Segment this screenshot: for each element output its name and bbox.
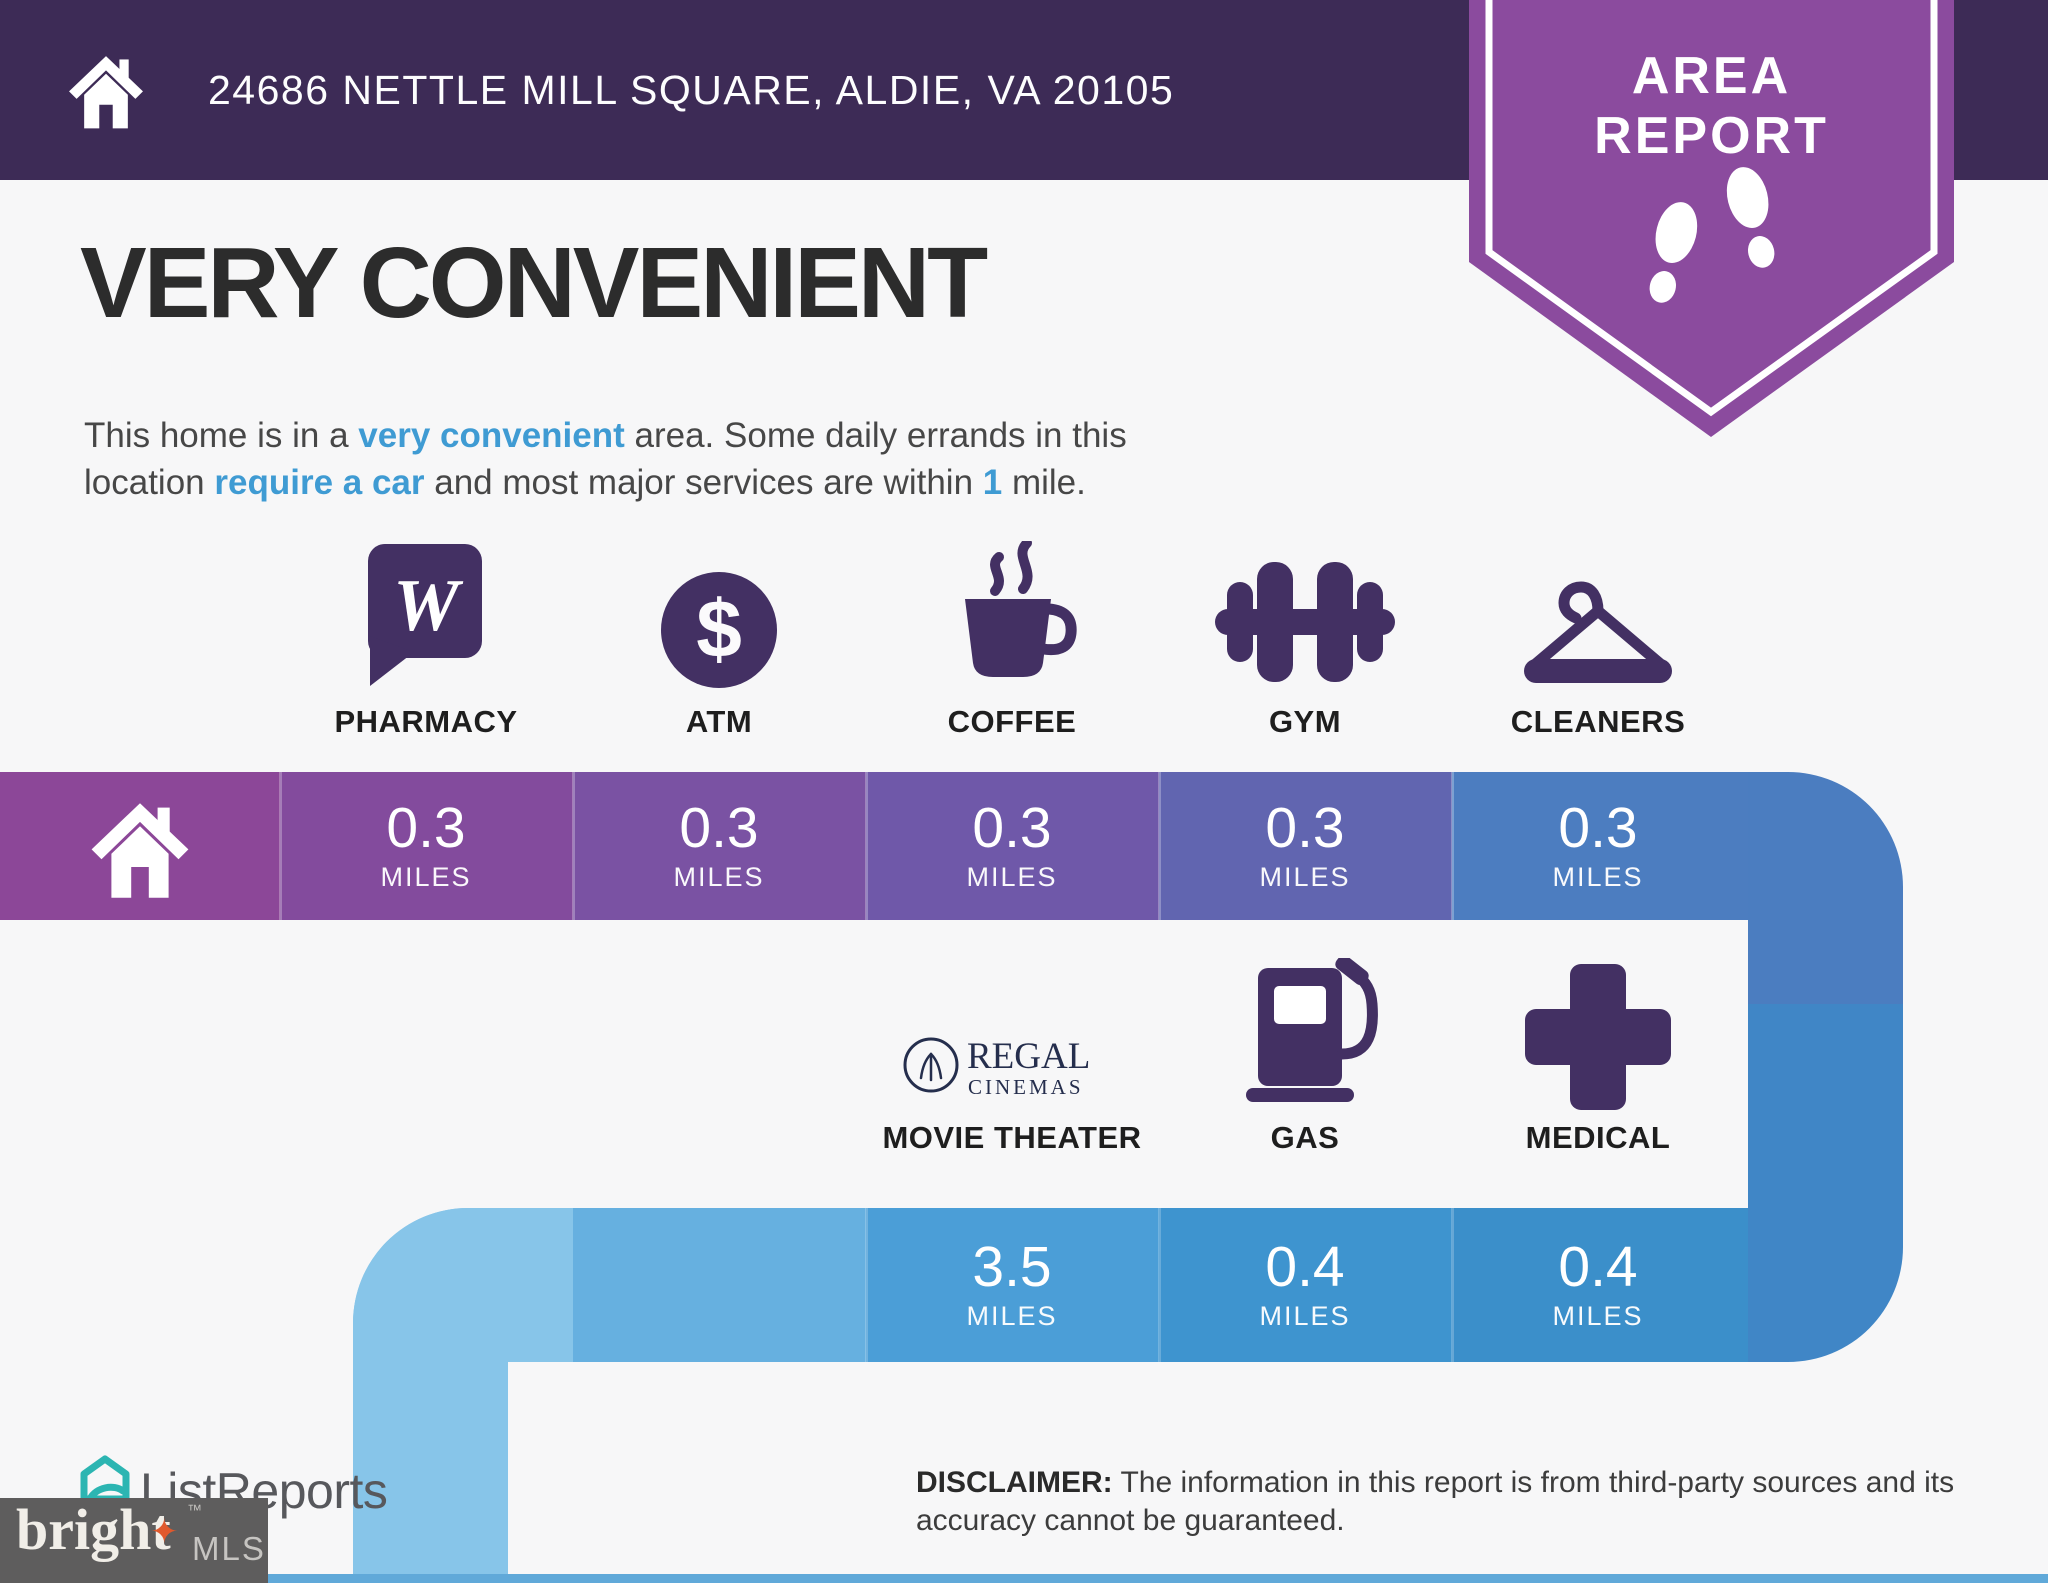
distance-cell-atm: 0.3 MILES (572, 772, 866, 920)
pharmacy-icon-cell: W (279, 533, 573, 693)
distance-value: 0.4 (1265, 1234, 1345, 1299)
cleaners-icon-cell (1451, 533, 1745, 693)
atm-icon: $ (661, 572, 777, 688)
place-label-gym: GYM (1268, 704, 1342, 739)
disclaimer-label: DISCLAIMER: (916, 1466, 1113, 1499)
cinemas-text: CINEMAS (968, 1075, 1084, 1099)
distance-value: 0.3 (679, 795, 759, 860)
place-label-pharmacy: PHARMACY (334, 704, 518, 739)
desc-text: This home is in a (84, 416, 359, 455)
badge-title-line1: AREA (1631, 47, 1792, 105)
desc-highlight-very-convenient: very convenient (358, 416, 625, 455)
distance-value: 0.3 (1558, 795, 1638, 860)
distance-cell-cleaners: 0.3 MILES (1451, 772, 1745, 920)
coffee-icon (965, 541, 1077, 677)
distance-value: 0.4 (1558, 1234, 1638, 1299)
place-label-atm: ATM (685, 704, 753, 739)
page-title: VERY CONVENIENT (80, 227, 988, 339)
property-address: 24686 NETTLE MILL SQUARE, ALDIE, VA 2010… (208, 66, 1175, 113)
distance-unit: MILES (673, 862, 765, 893)
gas-icon-cell (1158, 958, 1452, 1110)
walgreens-w-glyph: W (393, 565, 464, 647)
distance-unit: MILES (380, 862, 472, 893)
bright-wordmark: bright (16, 1497, 171, 1562)
place-label-cleaners: CLEANERS (1510, 704, 1686, 739)
distance-unit: MILES (1259, 862, 1351, 893)
dollar-glyph: $ (696, 584, 742, 675)
distance-unit: MILES (1552, 1301, 1644, 1332)
bottom-edge-strip (0, 1574, 2048, 1583)
home-icon (91, 803, 189, 898)
coffee-icon-cell (865, 533, 1159, 693)
distance-unit: MILES (966, 862, 1058, 893)
regal-cinemas-logo: REGAL CINEMAS (903, 1036, 1090, 1099)
distance-cell-pharmacy: 0.3 MILES (279, 772, 573, 920)
distance-unit: MILES (1552, 862, 1644, 893)
bright-mls-logo: bright ✦ ™ MLS (0, 1497, 268, 1583)
movie-theater-icon-cell: REGAL CINEMAS (865, 958, 1159, 1110)
distance-unit: MILES (966, 1301, 1058, 1332)
distance-cell-gym: 0.3 MILES (1158, 772, 1452, 920)
desc-text: location (84, 462, 215, 502)
place-label-gas: GAS (1270, 1120, 1340, 1155)
footprints-icon (1649, 167, 1775, 303)
disclaimer-text: The information in this report is from t… (916, 1466, 1955, 1538)
medical-icon-cell (1451, 958, 1745, 1110)
desc-text: area. Some daily errands in this (624, 416, 1127, 455)
mls-text: MLS (192, 1530, 266, 1567)
area-description: This home is in a very convenient area. … (84, 413, 1264, 507)
regal-text: REGAL (967, 1036, 1090, 1077)
desc-text: mile. (1002, 462, 1086, 502)
disclaimer: DISCLAIMER: The information in this repo… (916, 1464, 2006, 1541)
distance-value: 0.3 (972, 795, 1052, 860)
trademark-symbol: ™ (187, 1502, 202, 1519)
distance-cell-gas: 0.4 MILES (1158, 1208, 1452, 1362)
cleaners-hanger-icon (1524, 581, 1672, 683)
medical-cross-icon (1525, 964, 1671, 1110)
distance-value: 0.3 (386, 795, 466, 860)
star-icon: ✦ (150, 1513, 179, 1551)
place-label-movie-theater: MOVIE THEATER (882, 1120, 1142, 1155)
gym-dumbbell-icon (1215, 562, 1395, 682)
badge-title-line2: REPORT (1594, 107, 1829, 165)
area-report-badge (1469, 0, 1954, 437)
distance-cell-coffee: 0.3 MILES (865, 772, 1159, 920)
distance-cell-medical: 0.4 MILES (1451, 1208, 1745, 1362)
distance-unit: MILES (1259, 1301, 1351, 1332)
home-icon (69, 56, 143, 129)
desc-highlight-one-mile: 1 (982, 462, 1003, 502)
distance-value: 3.5 (972, 1234, 1052, 1299)
place-label-medical: MEDICAL (1525, 1120, 1671, 1155)
distance-cell-movie-theater: 3.5 MILES (865, 1208, 1159, 1362)
listreports-house-icon (80, 1455, 130, 1503)
desc-highlight-require-a-car: require a car (214, 462, 425, 502)
pharmacy-walgreens-icon: W (368, 544, 482, 686)
desc-text: and most major services are within (424, 462, 983, 502)
gas-pump-icon (1246, 958, 1378, 1102)
gym-icon-cell (1158, 533, 1452, 693)
atm-icon-cell: $ (572, 533, 866, 693)
distance-value: 0.3 (1265, 795, 1345, 860)
place-label-coffee: COFFEE (947, 704, 1077, 739)
